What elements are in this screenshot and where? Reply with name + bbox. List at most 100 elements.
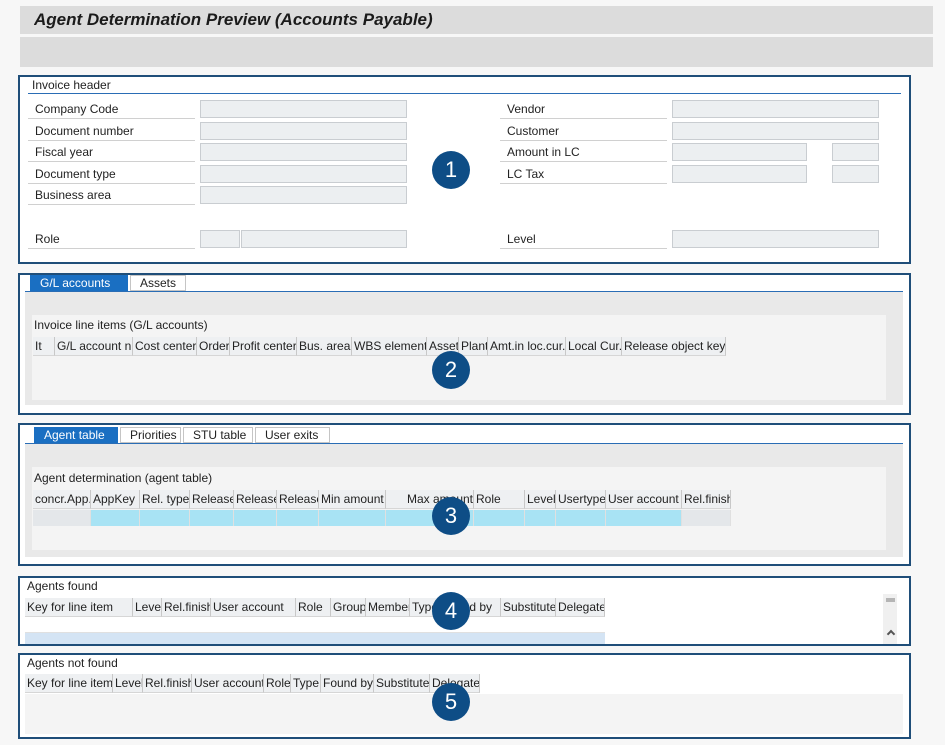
field-label: Document type [28, 165, 195, 184]
column-header: AppKey [91, 490, 140, 509]
column-header: Plant [459, 337, 488, 356]
table-title: Agent determination (agent table) [34, 471, 213, 485]
column-header: Rel. type [140, 490, 190, 509]
column-header: Local Cur. [566, 337, 622, 356]
field-label: Amount in LC [500, 143, 667, 162]
step-badge: 3 [432, 497, 470, 535]
input-field [672, 230, 879, 248]
table-row [25, 633, 605, 644]
table-title: Invoice line items (G/L accounts) [34, 318, 208, 332]
column-header: Level [113, 674, 143, 693]
section-title: Agents found [27, 579, 98, 593]
section-title: Agents not found [27, 656, 118, 670]
step-badge: 2 [432, 351, 470, 389]
input-field [200, 100, 407, 118]
column-header: Found by [321, 674, 374, 693]
column-header: Member [366, 598, 410, 617]
screen-title: Agent Determination Preview (Accounts Pa… [34, 10, 433, 29]
divider [25, 291, 903, 292]
toolbar [20, 37, 933, 67]
column-header: User account [606, 490, 682, 509]
column-header: Amt.in loc.cur. [488, 337, 566, 356]
column-header: Delegate [556, 598, 605, 617]
step-badge: 1 [432, 151, 470, 189]
column-header: Bus. area [297, 337, 352, 356]
table-cell [277, 510, 319, 526]
input-field [200, 165, 407, 183]
scrollbar [883, 594, 897, 644]
input-field [832, 165, 879, 183]
divider [25, 443, 903, 444]
table-cell [91, 510, 140, 526]
section-title: Invoice header [32, 78, 111, 92]
input-field [200, 186, 407, 204]
column-header: WBS element [352, 337, 427, 356]
input-field [832, 143, 879, 161]
column-header: User account [192, 674, 264, 693]
column-header: Profit center [230, 337, 297, 356]
column-header: G/L account n [55, 337, 133, 356]
tab[interactable]: Agent table [34, 427, 118, 443]
field-label: Customer [500, 122, 667, 141]
field-label: Role [28, 230, 195, 249]
field-label: Level [500, 230, 667, 249]
column-header: User account [211, 598, 296, 617]
table-row [25, 617, 605, 633]
column-header: Role [474, 490, 525, 509]
column-header: It [33, 337, 55, 356]
column-header: Type [291, 674, 321, 693]
tab[interactable]: Assets [130, 275, 186, 291]
tab[interactable]: Priorities [120, 427, 181, 443]
field-label: Vendor [500, 100, 667, 119]
divider [28, 93, 901, 94]
tab[interactable]: User exits [255, 427, 330, 443]
table-cell [33, 510, 91, 526]
field-label: Fiscal year [28, 143, 195, 162]
column-header: Release [190, 490, 234, 509]
table-cell [556, 510, 606, 526]
step-badge: 5 [432, 683, 470, 721]
table-cell [190, 510, 234, 526]
tab[interactable]: G/L accounts [30, 275, 128, 291]
column-header: Release [234, 490, 277, 509]
table-cell [682, 510, 731, 526]
column-header: Order [197, 337, 230, 356]
column-header: concr.App. [33, 490, 91, 509]
column-header: Group [331, 598, 366, 617]
column-header: Release [277, 490, 319, 509]
column-header: Substitute [501, 598, 556, 617]
tab[interactable]: STU table [183, 427, 253, 443]
column-header: Rel.finish [162, 598, 211, 617]
title-bar [20, 6, 933, 34]
column-header: Role [296, 598, 331, 617]
table-cell [319, 510, 386, 526]
column-header: Role [264, 674, 291, 693]
column-header: Key for line item [25, 674, 113, 693]
column-header: Min amount [319, 490, 386, 509]
input-field [672, 122, 879, 140]
column-header: Cost center [133, 337, 197, 356]
table-cell [525, 510, 556, 526]
input-field [200, 122, 407, 140]
input-field [672, 165, 807, 183]
field-label: LC Tax [500, 165, 667, 184]
step-badge: 4 [432, 592, 470, 630]
column-header: Rel.finish [682, 490, 731, 509]
column-header: Usertype [556, 490, 606, 509]
column-header: Key for line item [25, 598, 133, 617]
field-label: Document number [28, 122, 195, 141]
scroll-thumb [886, 598, 895, 602]
column-header: Rel.finish [143, 674, 192, 693]
table-cell [234, 510, 277, 526]
input-field [672, 100, 879, 118]
column-header: Level [525, 490, 556, 509]
field-label: Company Code [28, 100, 195, 119]
table-cell [140, 510, 190, 526]
input-field [200, 143, 407, 161]
field-label: Business area [28, 186, 195, 205]
input-field [672, 143, 807, 161]
input-field [200, 230, 240, 248]
column-header: Level [133, 598, 162, 617]
table-cell [474, 510, 525, 526]
